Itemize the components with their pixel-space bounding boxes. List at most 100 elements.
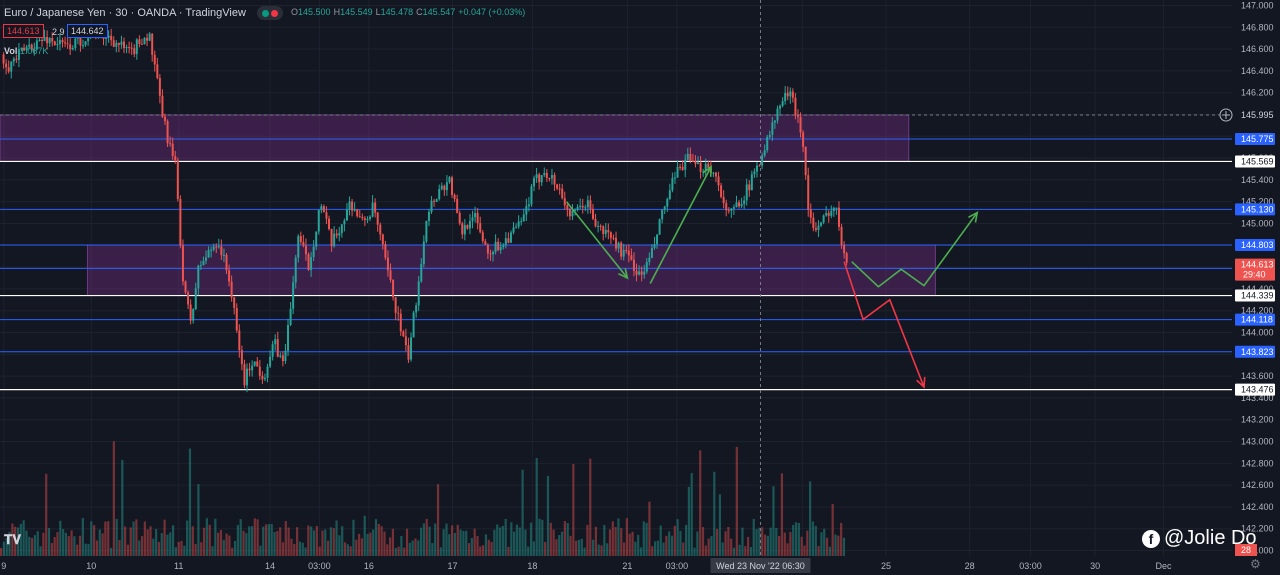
candle-body — [217, 246, 220, 248]
buy-price-button[interactable]: 144.642 — [67, 24, 108, 38]
volume-bar — [332, 528, 335, 556]
candle-body — [310, 257, 313, 270]
candle-body — [174, 156, 177, 161]
volume-legend: Vol 1.067K — [4, 46, 48, 56]
volume-bar — [718, 494, 722, 556]
volume-bar — [470, 537, 473, 556]
candle-body — [817, 225, 820, 230]
candle-body — [714, 172, 717, 177]
sell-price-button[interactable]: 144.613 — [3, 24, 44, 38]
candle-body — [5, 63, 8, 68]
candle-body — [251, 365, 254, 371]
candle-body — [199, 265, 202, 267]
symbol-title[interactable]: Euro / Japanese Yen · 30 · OANDA · Tradi… — [4, 6, 246, 19]
volume-bar — [546, 475, 550, 556]
volume-bar — [484, 534, 488, 556]
volume-bar — [47, 528, 51, 556]
volume-bar — [797, 522, 800, 556]
candle-body — [794, 97, 797, 115]
candle-body — [796, 114, 799, 117]
price-tick-label: 144.200 — [1241, 306, 1274, 316]
volume-bar — [0, 547, 3, 556]
candle-body — [535, 174, 538, 179]
ohlc-readout: O145.500 H145.549 L145.478 C145.547 +0.047 (… — [291, 7, 528, 17]
candle-body — [758, 165, 761, 167]
volume-bar — [622, 542, 626, 556]
volume-bar — [146, 529, 149, 556]
volume-bar — [267, 524, 270, 556]
volume-bar — [527, 546, 530, 556]
volume-bar — [33, 535, 37, 556]
volume-bar — [752, 518, 755, 556]
volume-bar — [118, 540, 121, 556]
candle-body — [112, 40, 115, 47]
volume-bar — [453, 533, 457, 556]
crosshair-time-label: Wed 23 Nov '22 06:30 — [716, 561, 805, 571]
volume-bar — [828, 546, 831, 556]
volume-bar — [620, 528, 623, 556]
volume-bar — [197, 484, 200, 556]
volume-bar — [687, 486, 691, 556]
watermark: f @Jolie Do — [1142, 527, 1257, 550]
volume-bar — [256, 519, 259, 556]
candle-body — [533, 178, 536, 187]
volume-bar — [397, 546, 400, 556]
arrow-head — [702, 165, 712, 177]
volume-bar — [825, 537, 829, 556]
volume-bar — [307, 525, 310, 556]
volume-bar — [634, 541, 637, 556]
candle-body — [635, 270, 638, 275]
volume-bar — [326, 540, 330, 556]
candle-body — [304, 245, 307, 255]
price-tick-label: 142.800 — [1241, 458, 1274, 468]
extra-axis-badge — [1235, 544, 1257, 556]
volume-bar — [747, 537, 750, 556]
price-tick-label: 146.600 — [1241, 44, 1274, 54]
level-badge-label: 144.339 — [1241, 291, 1274, 301]
candle-body — [632, 259, 635, 271]
volume-bar — [628, 533, 631, 556]
volume-bar — [462, 530, 465, 556]
candle-body — [830, 211, 833, 216]
candle-body — [584, 207, 587, 209]
volume-bar — [515, 524, 519, 556]
candle-body — [240, 350, 243, 365]
volume-bar — [589, 458, 592, 556]
candle-body — [115, 42, 118, 47]
arrow-path — [851, 212, 978, 288]
price-axis[interactable]: 147.000146.800146.600146.400146.200146.0… — [1234, 0, 1280, 575]
candle-body — [340, 224, 343, 234]
volume-bar — [264, 524, 268, 556]
candle-body — [648, 257, 651, 262]
volume-bar — [549, 522, 552, 556]
candle-body — [161, 95, 164, 117]
tradingview-logo-icon[interactable]: 𝐓𝐕 — [4, 532, 21, 547]
volume-bar — [53, 537, 56, 556]
volume-bar — [625, 518, 628, 556]
candle-body — [284, 350, 287, 362]
volume-bar — [357, 533, 361, 556]
volume-bar — [343, 542, 347, 556]
candle-body — [643, 271, 646, 275]
candle-body — [650, 247, 653, 258]
candle-body — [269, 356, 272, 367]
volume-bar — [831, 503, 834, 556]
candle-body — [302, 242, 305, 246]
volume-bar — [14, 526, 17, 556]
volume-bar — [766, 535, 769, 556]
candle-body — [691, 160, 694, 162]
candle-body — [276, 339, 279, 357]
gear-icon[interactable]: ⚙ — [1250, 557, 1261, 571]
candle-body — [768, 134, 771, 137]
candle-body — [576, 207, 579, 211]
candle-body — [228, 270, 231, 282]
volume-bar — [186, 520, 189, 556]
candle-body — [43, 36, 46, 41]
ohlc-value: 145.500 — [298, 7, 331, 17]
candle-body — [430, 200, 433, 212]
volume-bar — [451, 525, 454, 556]
time-axis[interactable]: 910111403:001617182103:0024252803:0030De… — [0, 557, 1234, 575]
price-tick-label: 142.600 — [1241, 480, 1274, 490]
candle-body — [361, 217, 364, 219]
